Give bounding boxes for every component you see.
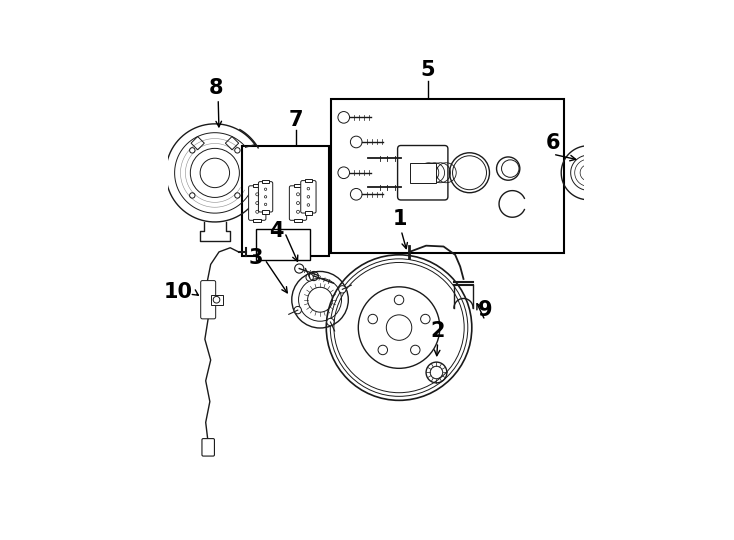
Bar: [253, 219, 261, 222]
Bar: [305, 179, 312, 183]
Bar: [294, 219, 302, 222]
FancyBboxPatch shape: [202, 438, 214, 456]
Circle shape: [327, 319, 334, 326]
FancyBboxPatch shape: [249, 186, 266, 220]
Text: 2: 2: [430, 321, 445, 341]
Bar: [305, 211, 312, 215]
FancyBboxPatch shape: [200, 281, 216, 319]
Bar: [294, 184, 302, 187]
Text: 10: 10: [164, 282, 192, 302]
Text: 4: 4: [269, 221, 284, 241]
Text: 8: 8: [209, 78, 223, 98]
Bar: [262, 210, 269, 214]
Bar: [331, 99, 564, 253]
FancyBboxPatch shape: [301, 180, 316, 213]
Text: 6: 6: [545, 133, 560, 153]
Circle shape: [338, 286, 346, 293]
Text: 5: 5: [421, 60, 435, 80]
Bar: [211, 295, 223, 305]
Bar: [255, 229, 310, 260]
Text: 3: 3: [249, 248, 263, 268]
FancyBboxPatch shape: [258, 181, 273, 212]
Bar: [262, 180, 269, 183]
Circle shape: [306, 274, 313, 281]
Bar: [253, 184, 261, 187]
Bar: [242, 146, 329, 256]
Text: 9: 9: [478, 300, 493, 320]
Circle shape: [294, 306, 302, 314]
FancyBboxPatch shape: [289, 186, 307, 220]
Text: 1: 1: [393, 209, 407, 229]
Bar: [410, 163, 436, 183]
FancyBboxPatch shape: [398, 145, 448, 200]
Text: 7: 7: [289, 110, 304, 130]
